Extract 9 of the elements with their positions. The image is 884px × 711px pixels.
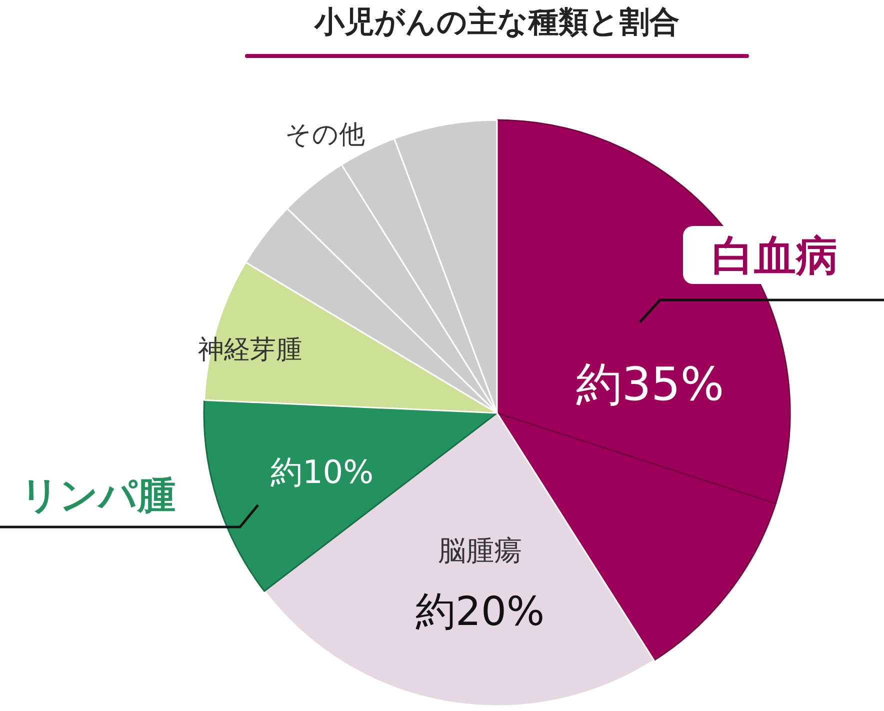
slice-label: 脳腫瘍	[438, 534, 522, 567]
data-label: 約35%	[576, 357, 724, 411]
slice-label: 神経芽腫	[198, 335, 302, 365]
chart-title: 小児がんの主な種類と割合	[314, 5, 680, 40]
slice-label: リンパ腫	[20, 473, 176, 517]
data-label: 約20%	[416, 589, 544, 635]
slice-label: 白血病	[712, 231, 838, 280]
data-label: 約10%	[270, 453, 374, 491]
slice-label: その他	[285, 120, 365, 150]
